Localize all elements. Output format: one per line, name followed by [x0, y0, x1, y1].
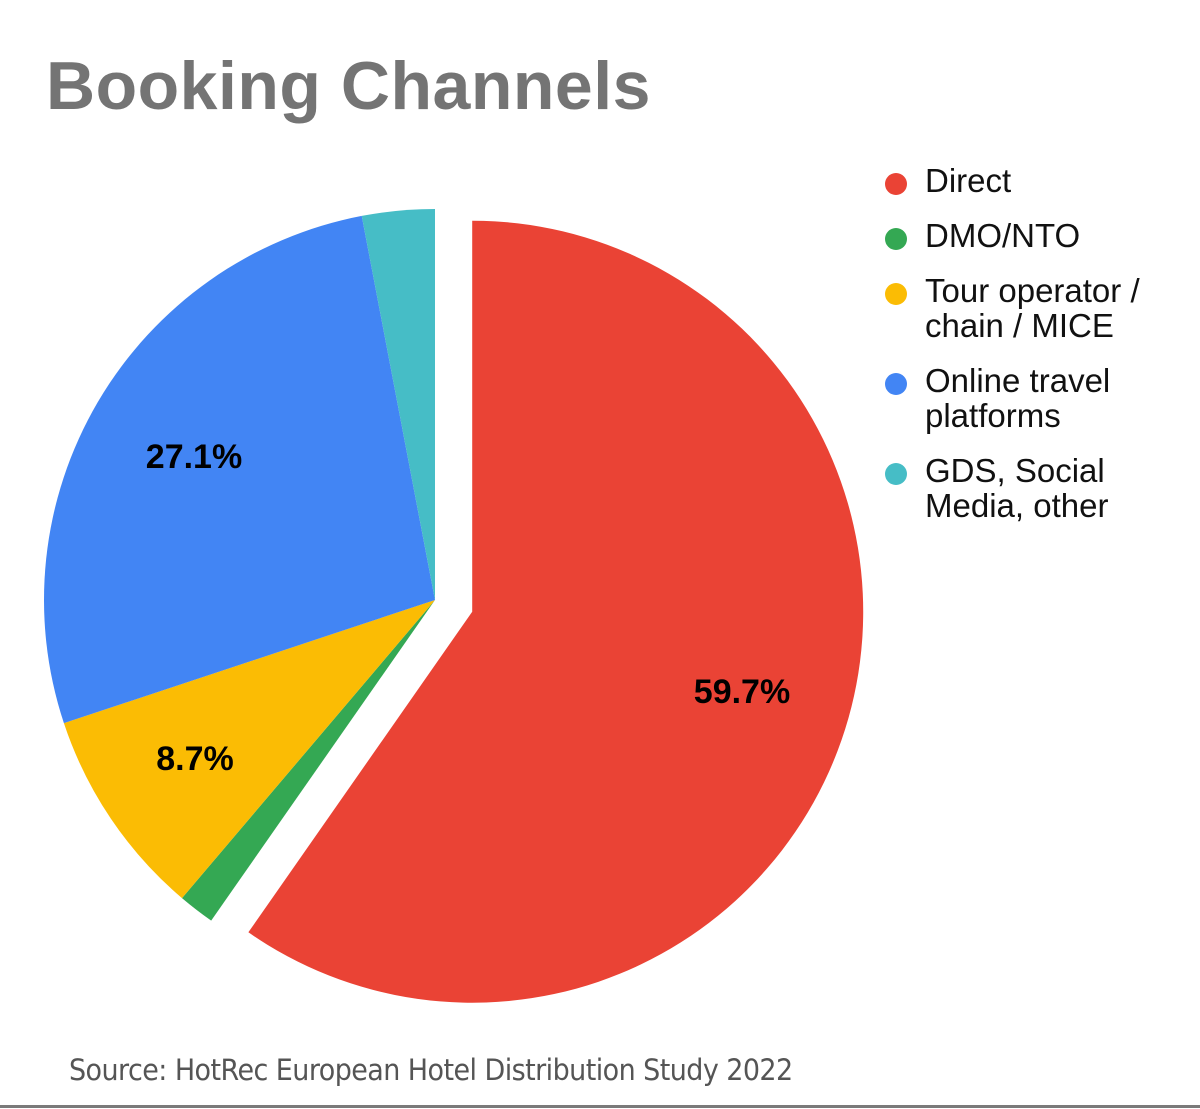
pie-slice-gds-social-media-other: [361, 209, 435, 600]
legend-label: Direct: [925, 162, 1012, 199]
legend-swatch-icon: [885, 373, 907, 395]
legend: Direct DMO/NTO Tour operator / chain / M…: [884, 163, 1175, 543]
legend-item-online-travel: Online travel platforms: [884, 363, 1145, 433]
pie-slice-direct: [248, 220, 864, 1003]
legend-swatch-icon: [885, 463, 907, 485]
slice-value-label: 27.1%: [146, 438, 242, 476]
legend-item-direct: Direct: [884, 163, 1175, 198]
legend-swatch-icon: [885, 228, 907, 250]
slice-value-label: 59.7%: [694, 673, 790, 711]
legend-item-gds-social: GDS, Social Media, other: [884, 453, 1145, 523]
pie-slice-online-travel-platforms: [43, 215, 435, 724]
legend-swatch-icon: [885, 173, 907, 195]
slice-value-label: 8.7%: [156, 740, 234, 778]
legend-label: GDS, Social Media, other: [925, 452, 1109, 524]
legend-label: Online travel platforms: [925, 362, 1111, 434]
legend-label: DMO/NTO: [925, 217, 1081, 254]
source-note: Source: HotRec European Hotel Distributi…: [69, 1053, 793, 1087]
chart-title: Booking Channels: [46, 48, 651, 124]
legend-item-dmo-nto: DMO/NTO: [884, 218, 1175, 253]
legend-item-tour-operator: Tour operator / chain / MICE: [884, 273, 1175, 343]
legend-swatch-icon: [885, 283, 907, 305]
legend-label: Tour operator / chain / MICE: [925, 272, 1140, 344]
bottom-divider: [0, 1105, 1200, 1108]
pie-slice-tour-operator-chain-mice: [63, 600, 435, 899]
pie-slice-dmo-nto: [182, 600, 435, 921]
